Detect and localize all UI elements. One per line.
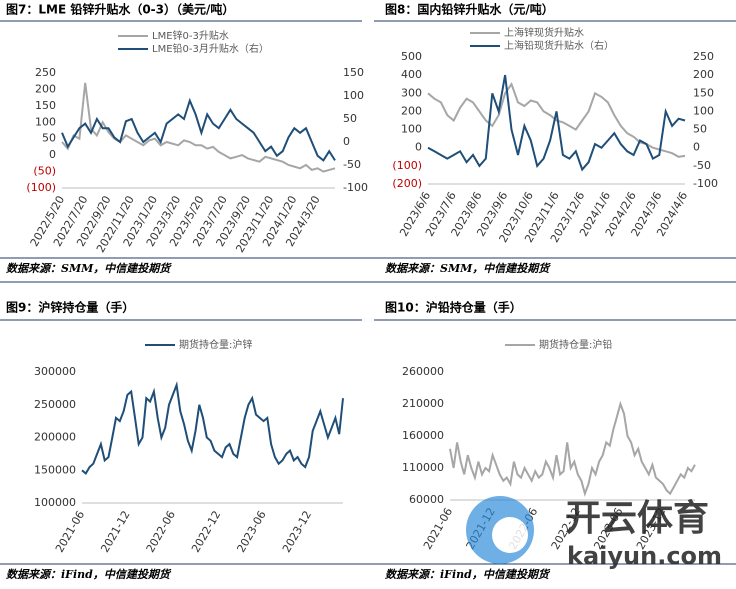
- series-line: [81, 381, 344, 476]
- y-tick-label: 0: [415, 141, 422, 154]
- y-tick-label: 100000: [34, 496, 76, 509]
- x-tick-label: 2023-06: [235, 509, 269, 555]
- legend-label: 期货持仓量:沪铅: [539, 338, 612, 351]
- y-tick-label: 200: [35, 82, 56, 95]
- x-tick-label: 2022-12: [189, 509, 223, 555]
- legend-label: 期货持仓量:沪锌: [179, 338, 252, 351]
- x-tick-label: 2023-12: [280, 509, 314, 555]
- y-tick-label: 500: [401, 50, 422, 63]
- y-tick-label: 100: [35, 115, 56, 128]
- y2-tick-label: -100: [693, 177, 718, 190]
- series-line: [449, 400, 696, 497]
- y-tick-label: 210000: [402, 397, 444, 410]
- y2-tick-label: 0: [693, 141, 700, 154]
- source-note: 数据来源：SMM，中信建投期货: [385, 262, 551, 275]
- y-tick-label: (100): [392, 159, 422, 172]
- y2-tick-label: 250: [693, 50, 714, 63]
- chart-title: 图9：沪锌持仓量（手）: [6, 300, 134, 315]
- y-tick-label: 200: [401, 104, 422, 117]
- y-tick-label: (200): [392, 177, 422, 190]
- y2-tick-label: 100: [343, 89, 364, 102]
- y-tick-label: 250: [35, 66, 56, 79]
- legend-label: 上海锌现货升贴水: [504, 26, 584, 39]
- legend-label: LME铅0-3月升贴水（右）: [152, 42, 269, 55]
- watermark: 开云体育 kaiyun.com: [466, 496, 722, 570]
- y-tick-label: 50: [42, 132, 56, 145]
- x-tick-label: 2022-06: [144, 509, 178, 555]
- y2-tick-label: 150: [693, 86, 714, 99]
- y2-tick-label: 200: [693, 68, 714, 81]
- y2-tick-label: 50: [343, 112, 357, 125]
- y-tick-label: (100): [26, 181, 56, 194]
- x-tick-label: 2021-12: [98, 509, 132, 555]
- y2-tick-label: 0: [343, 135, 350, 148]
- watermark-subtitle: kaiyun.com: [567, 542, 722, 570]
- y-tick-label: 250000: [34, 398, 76, 411]
- x-tick-label: 2021-06: [53, 509, 87, 555]
- y2-tick-label: -100: [343, 181, 368, 194]
- y-tick-label: 150000: [34, 463, 76, 476]
- y2-tick-label: -50: [343, 158, 361, 171]
- y-tick-label: 100: [401, 123, 422, 136]
- y-tick-label: 300: [401, 86, 422, 99]
- chart-title: 图7：LME 铅锌升贴水（0-3）（美元/吨）: [6, 2, 234, 17]
- legend-label: 上海铅现货升贴水（右）: [504, 39, 614, 52]
- y-tick-label: 150: [35, 99, 56, 112]
- y-tick-label: 260000: [402, 365, 444, 378]
- y-tick-label: 160000: [402, 429, 444, 442]
- series-line: [61, 97, 336, 162]
- charts: 图7：LME 铅锌升贴水（0-3）（美元/吨） 数据来源：SMM，中信建投期货 (1…: [6, 2, 718, 582]
- y2-tick-label: -50: [693, 159, 711, 172]
- y2-tick-label: 50: [693, 123, 707, 136]
- y2-tick-label: 150: [343, 66, 364, 79]
- series-line: [61, 82, 336, 173]
- y-tick-label: 200000: [34, 431, 76, 444]
- y-tick-label: 110000: [402, 461, 444, 474]
- y-tick-label: 0: [49, 148, 56, 161]
- y-tick-label: 60000: [409, 493, 444, 506]
- y2-tick-label: 100: [693, 104, 714, 117]
- watermark-logo: [492, 517, 528, 553]
- source-note: 数据来源：iFind，中信建投期货: [6, 568, 172, 581]
- chart-title: 图8：国内铅锌升贴水（元/吨）: [385, 2, 554, 17]
- legend-label: LME锌0-3升贴水: [152, 29, 229, 42]
- source-note: 数据来源：iFind，中信建投期货: [385, 568, 551, 581]
- series-line: [427, 74, 686, 172]
- series-line: [427, 82, 686, 158]
- source-note: 数据来源：SMM，中信建投期货: [6, 262, 172, 275]
- watermark-title: 开云体育: [565, 498, 709, 539]
- x-tick-label: 2021-06: [421, 506, 455, 552]
- y-tick-label: 400: [401, 68, 422, 81]
- y-tick-label: (50): [33, 165, 56, 178]
- chart-title: 图10：沪铅持仓量（手）: [385, 300, 522, 315]
- y-tick-label: 300000: [34, 365, 76, 378]
